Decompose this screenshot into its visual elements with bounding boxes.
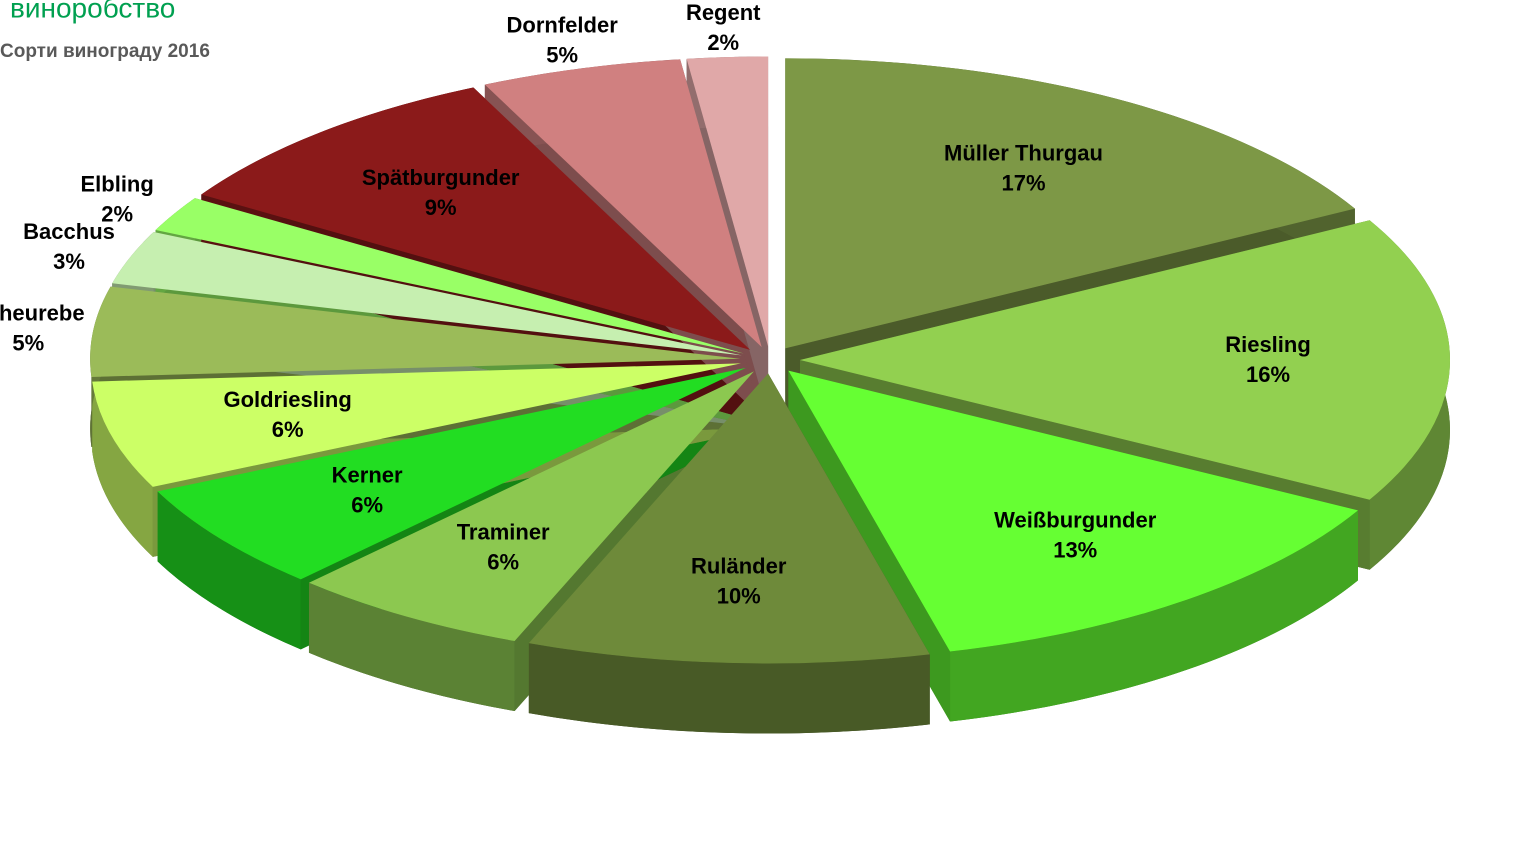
slice	[201, 87, 751, 350]
chart-subtitle: Сорти винограду 2016	[0, 41, 210, 62]
slice	[112, 231, 742, 356]
chart-title: виноробство	[10, 0, 175, 23]
category-label: Traminer	[457, 520, 550, 545]
value-label: 16%	[1246, 362, 1290, 387]
slice	[785, 58, 1355, 349]
category-label: Dornfelder	[507, 13, 619, 38]
slice	[92, 363, 741, 487]
category-label: Weißburgunder	[994, 507, 1157, 532]
slice-rim	[528, 643, 930, 734]
slice-tops	[90, 56, 1450, 664]
slice-rim	[157, 491, 301, 650]
value-label: 5%	[12, 331, 44, 356]
value-label: 3%	[53, 249, 85, 274]
slice	[528, 373, 930, 664]
value-label: 13%	[1053, 537, 1097, 562]
slice-rim	[308, 582, 515, 712]
value-label: 5%	[546, 43, 578, 68]
value-label: 10%	[717, 584, 761, 609]
value-label: 2%	[101, 202, 133, 227]
slice	[484, 59, 762, 348]
category-label: Spätburgunder	[362, 165, 520, 190]
slice-rim	[92, 381, 153, 557]
slice	[155, 198, 744, 354]
category-label: Riesling	[1225, 332, 1311, 357]
value-label: 6%	[487, 550, 519, 575]
labels: Müller Thurgau 17% Riesling 16% Weißburgunde…	[0, 0, 1311, 609]
category-label: Regent	[686, 0, 761, 25]
slice	[157, 367, 746, 580]
value-label: 6%	[272, 417, 304, 442]
value-label: 6%	[351, 492, 383, 517]
value-label: 9%	[425, 195, 457, 220]
category-label: Ruländer	[691, 554, 787, 579]
slice	[308, 371, 754, 642]
slice-rim	[950, 510, 1358, 722]
slice	[788, 370, 1358, 652]
slice	[686, 56, 769, 347]
category-label: Elbling	[80, 172, 153, 197]
category-label: Kerner	[332, 462, 403, 487]
category-label: Goldriesling	[223, 387, 351, 412]
category-label: Bacchus	[23, 219, 115, 244]
category-label: Müller Thurgau	[944, 140, 1103, 165]
slice	[800, 220, 1450, 500]
value-label: 2%	[707, 30, 739, 55]
category-label: Scheurebe	[0, 301, 85, 326]
value-label: 17%	[1001, 170, 1045, 195]
slice	[90, 286, 741, 377]
